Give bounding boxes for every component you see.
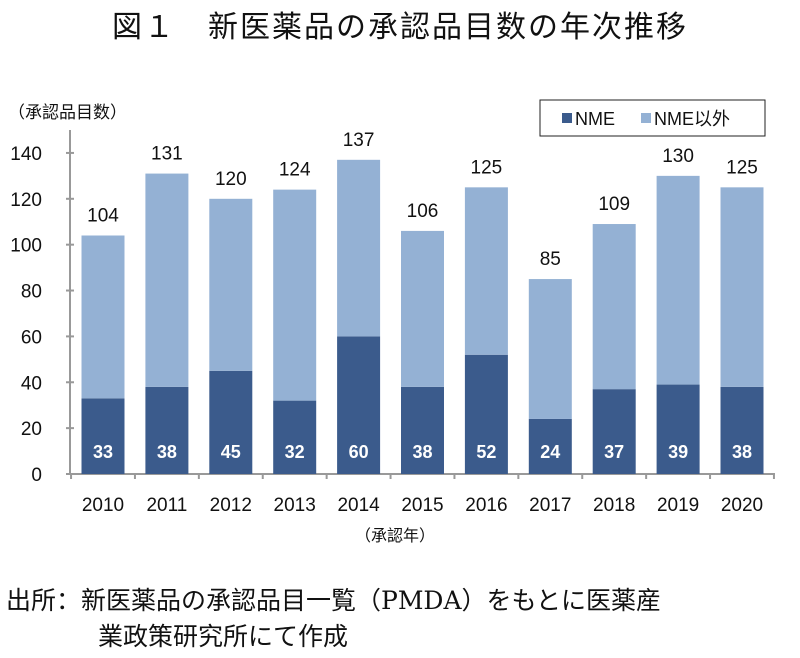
y-tick-label: 60: [21, 327, 42, 348]
legend-swatch-nme: [562, 113, 572, 123]
bar-non-nme: [656, 175, 700, 385]
nme-data-label: 52: [476, 442, 496, 462]
nme-data-label: 24: [540, 442, 560, 462]
nme-data-label: 38: [412, 442, 432, 462]
y-tick-label: 100: [10, 236, 42, 257]
source-line-1: 出所：新医薬品の承認品目一覧（PMDA）をもとに医薬産: [6, 586, 662, 615]
nme-data-label: 60: [349, 442, 369, 462]
legend-box: [539, 99, 766, 137]
bar-non-nme: [145, 173, 189, 387]
bar-nme: [81, 398, 125, 474]
y-tick-label: 40: [21, 373, 42, 394]
legend-label-nme: NME: [575, 109, 615, 129]
bar-nme: [592, 389, 636, 474]
bar-nme: [720, 386, 764, 474]
nme-data-label: 38: [732, 442, 752, 462]
bar-non-nme: [528, 279, 572, 419]
legend-swatch-non-nme: [641, 113, 651, 123]
y-axis-label: （承認品目数）: [8, 103, 127, 122]
x-tick-label: 2015: [401, 495, 443, 516]
total-data-label: 124: [279, 160, 311, 181]
nme-data-label: 32: [285, 442, 305, 462]
x-tick-label: 2012: [210, 495, 252, 516]
total-data-label: 109: [598, 194, 630, 215]
total-data-label: 125: [726, 157, 758, 178]
x-tick-label: 2020: [721, 495, 763, 516]
total-data-label: 130: [662, 146, 694, 167]
bar-non-nme: [464, 187, 508, 355]
bar-nme: [209, 370, 253, 474]
bar-nme: [464, 354, 508, 474]
x-tick-label: 2013: [274, 495, 316, 516]
nme-data-label: 39: [668, 442, 688, 462]
y-tick-label: 20: [21, 419, 42, 440]
bar-non-nme: [209, 198, 253, 371]
y-tick-label: 120: [10, 190, 42, 211]
y-tick-label: 80: [21, 282, 42, 303]
x-tick-label: 2014: [337, 495, 380, 516]
y-tick-label: 0: [31, 465, 42, 486]
bar-nme: [145, 386, 189, 474]
nme-data-label: 37: [604, 442, 624, 462]
nme-data-label: 45: [221, 442, 241, 462]
bar-nme: [273, 400, 317, 474]
bar-chart: （承認品目数） （承認年） NME NME以外 0 20 40 60 80 100 120 1…: [8, 99, 775, 545]
total-data-label: 137: [343, 130, 375, 151]
y-tick-label: 140: [10, 144, 42, 165]
chart-title: 図１ 新医薬品の承認品目数の年次推移: [112, 10, 688, 45]
legend: NME NME以外: [539, 99, 766, 137]
source-line-2: 業政策研究所にて作成: [98, 622, 349, 651]
bar-non-nme: [337, 159, 381, 337]
total-data-label: 131: [151, 144, 183, 165]
x-tick-label: 2011: [146, 495, 187, 516]
bar-non-nme: [592, 224, 636, 390]
x-tick-label: 2016: [465, 495, 507, 516]
total-data-label: 120: [215, 169, 247, 190]
x-tick-label: 2019: [657, 495, 699, 516]
bar-non-nme: [720, 187, 764, 387]
nme-data-label: 38: [157, 442, 177, 462]
bar-non-nme: [401, 230, 444, 387]
source-note: 出所：新医薬品の承認品目一覧（PMDA）をもとに医薬産 業政策研究所にて作成: [6, 583, 661, 655]
bar-non-nme: [81, 235, 125, 399]
x-tick-label: 2017: [529, 495, 571, 516]
x-tick-label: 2018: [593, 495, 635, 516]
bar-nme: [337, 336, 381, 474]
total-data-label: 104: [87, 205, 119, 226]
total-data-label: 106: [407, 201, 439, 222]
total-data-label: 125: [471, 157, 503, 178]
x-axis-label: （承認年）: [355, 527, 435, 545]
bar-nme: [528, 418, 572, 474]
bar-nme: [656, 384, 700, 474]
total-data-label: 85: [540, 249, 561, 270]
bar-nme: [401, 386, 444, 474]
bar-non-nme: [273, 189, 317, 401]
x-tick-label: 2010: [82, 495, 124, 516]
legend-label-non-nme: NME以外: [654, 109, 730, 129]
nme-data-label: 33: [93, 442, 113, 462]
